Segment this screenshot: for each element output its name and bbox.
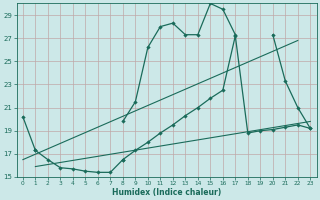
X-axis label: Humidex (Indice chaleur): Humidex (Indice chaleur) (112, 188, 221, 197)
